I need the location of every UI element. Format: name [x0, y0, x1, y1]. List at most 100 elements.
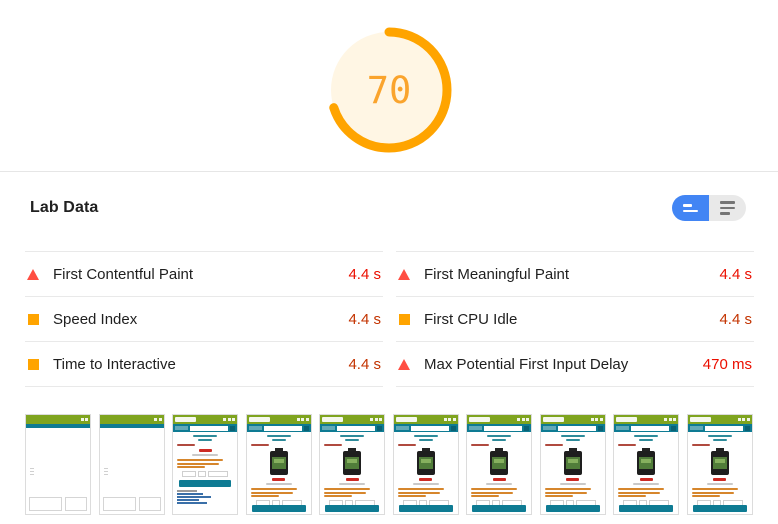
orange-square-icon	[398, 313, 411, 325]
filmstrip-frame	[25, 414, 91, 515]
cookie-banner	[102, 497, 161, 511]
site-logo	[469, 417, 491, 422]
page-body	[26, 428, 90, 514]
bullet-list	[177, 459, 224, 468]
add-to-basket-button	[619, 505, 674, 512]
search-bar	[320, 424, 385, 432]
price-text	[272, 478, 286, 481]
header-icons	[737, 418, 750, 421]
nav-stripe	[99, 424, 164, 428]
bullet-list	[471, 488, 518, 497]
filmstrip-frame	[392, 414, 459, 515]
add-to-basket-button	[472, 505, 527, 512]
header-icons	[517, 418, 530, 421]
metric-value: 4.4 s	[348, 355, 381, 373]
metrics-grid: First Contentful Paint 4.4 s Speed Index…	[25, 251, 754, 387]
page-header-bar	[393, 415, 458, 424]
bullet-list	[324, 488, 371, 497]
bullet-list	[250, 488, 297, 497]
metric-label: First Meaningful Paint	[424, 265, 570, 283]
page-body	[394, 432, 458, 514]
header-icons	[154, 418, 162, 421]
header-icons	[443, 418, 456, 421]
search-bar	[540, 424, 605, 432]
filmstrip-frame	[686, 414, 753, 515]
header-icons	[590, 418, 603, 421]
page-body	[467, 432, 531, 514]
filmstrip-frame	[466, 414, 533, 515]
metrics-column-right: First Meaningful Paint 4.4 s First CPU I…	[396, 251, 754, 387]
page-header-bar	[320, 415, 385, 424]
favourites-link	[618, 444, 637, 446]
search-button	[230, 425, 236, 431]
favourites-link	[471, 444, 490, 446]
page-body	[541, 432, 605, 514]
metric-row: Speed Index 4.4 s	[25, 297, 383, 342]
search-button	[671, 425, 677, 431]
product-image	[269, 448, 289, 475]
header-icons	[80, 418, 88, 421]
search-bar	[393, 424, 458, 432]
add-to-basket-button	[251, 505, 306, 512]
search-input	[337, 425, 376, 431]
search-input	[410, 425, 449, 431]
filmstrip-frame	[245, 414, 312, 515]
bullet-list	[691, 488, 738, 497]
search-button	[524, 425, 530, 431]
section-divider	[0, 171, 778, 172]
nav-stripe	[26, 424, 90, 428]
price-text	[566, 478, 580, 481]
page-body	[320, 432, 384, 514]
search-bar	[687, 424, 752, 432]
site-logo	[322, 417, 344, 422]
page-header-bar	[26, 415, 90, 424]
page-header-bar	[540, 415, 605, 424]
search-input	[263, 425, 302, 431]
price-text	[639, 478, 653, 481]
price-text	[345, 478, 359, 481]
product-title	[266, 435, 291, 437]
search-button	[597, 425, 603, 431]
product-title	[707, 435, 732, 437]
filmstrip-frame	[98, 414, 165, 515]
lab-data-title: Lab Data	[30, 199, 99, 216]
favourites-link	[544, 444, 563, 446]
favourites-link	[324, 444, 343, 446]
header-icons	[370, 418, 383, 421]
product-title	[193, 435, 218, 437]
cookie-banner	[29, 497, 87, 511]
metric-label: First Contentful Paint	[53, 265, 194, 283]
orange-square-icon	[27, 313, 40, 325]
metric-label: Max Potential First Input Delay	[424, 355, 629, 373]
price-text	[713, 478, 727, 481]
red-triangle-icon	[27, 268, 40, 280]
page-body	[173, 432, 237, 514]
placeholder-text	[30, 468, 34, 475]
price-text	[492, 478, 506, 481]
product-image	[342, 448, 362, 475]
page-header-bar	[614, 415, 679, 424]
bullet-list	[397, 488, 444, 497]
price-text	[419, 478, 433, 481]
add-to-basket-button	[398, 505, 453, 512]
site-logo	[395, 417, 417, 422]
page-body	[614, 432, 678, 514]
metric-value: 4.4 s	[348, 310, 381, 328]
bullet-list	[544, 488, 591, 497]
expanded-view-button[interactable]	[709, 195, 746, 221]
product-image	[636, 448, 656, 475]
header-icons	[223, 418, 236, 421]
placeholder-text	[103, 468, 108, 475]
condensed-view-button[interactable]	[672, 195, 709, 221]
performance-score-gauge[interactable]: 70	[325, 26, 453, 154]
gauge-arc	[326, 27, 452, 153]
metric-value: 4.4 s	[348, 265, 381, 283]
metric-value: 4.4 s	[719, 265, 752, 283]
lab-data-header: Lab Data	[30, 195, 746, 221]
condensed-list-icon	[682, 204, 699, 212]
metric-row: Max Potential First Input Delay 470 ms	[396, 342, 754, 387]
header-icons	[296, 418, 309, 421]
search-input	[190, 425, 229, 431]
favourites-link	[177, 444, 196, 446]
